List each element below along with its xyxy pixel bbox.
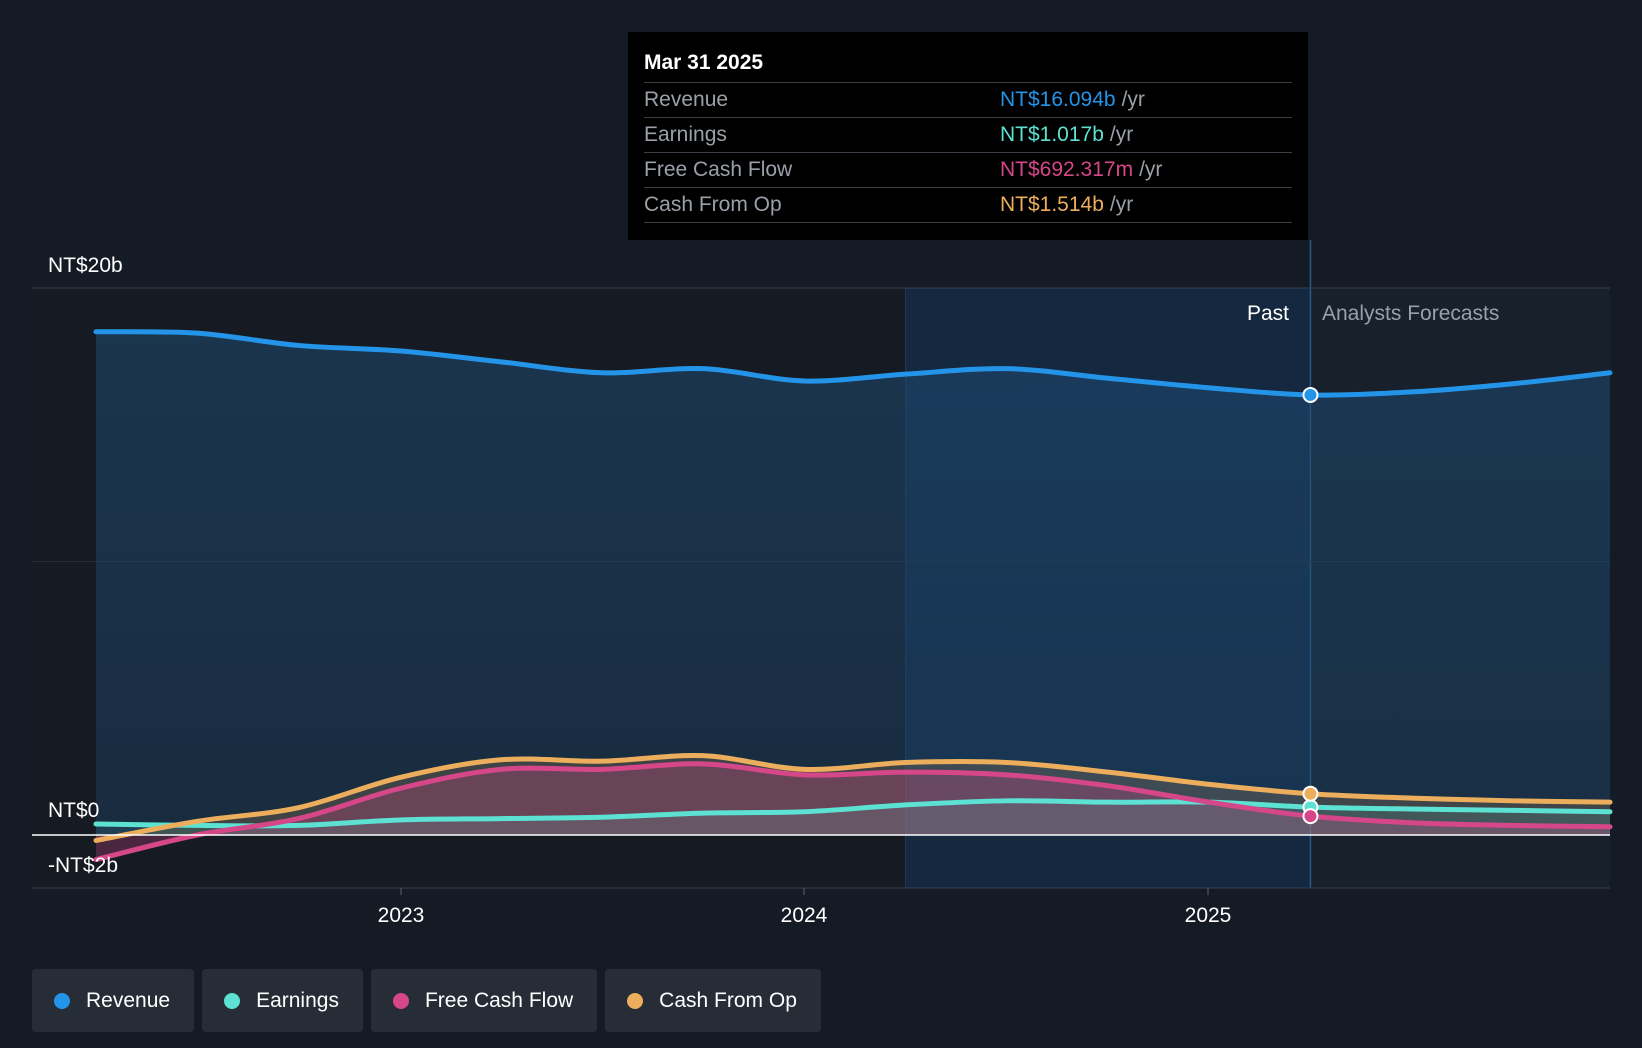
tooltip-value: NT$692.317m: [1000, 158, 1134, 181]
tooltip-row-free-cash-flow: Free Cash Flow NT$692.317m /yr: [644, 153, 1292, 188]
revenue-point: [1302, 386, 1319, 403]
free-cash-flow-line: [93, 761, 1613, 863]
free-cash-flow-area: [96, 763, 1610, 860]
tooltip-row-revenue: Revenue NT$16.094b /yr: [644, 83, 1292, 118]
earnings-area: [96, 800, 1610, 835]
free-cash-flow-dot-icon: [392, 992, 409, 1009]
tooltip-value: NT$16.094b: [1000, 88, 1116, 111]
past-label: Past: [1247, 302, 1289, 325]
tooltip-value: NT$1.017b: [1000, 123, 1104, 146]
revenue-line: [93, 329, 1613, 398]
cash-from-op-line: [93, 752, 1613, 843]
tooltip-unit: /yr: [1121, 88, 1145, 111]
cash-from-op-dot-icon: [627, 992, 644, 1009]
legend-item-earnings[interactable]: Earnings: [202, 969, 363, 1032]
tooltip-value: NT$1.514b: [1000, 193, 1104, 216]
y-tick-label-0: NT$20b: [48, 254, 123, 277]
tooltip-unit: /yr: [1109, 123, 1134, 146]
tooltip-label: Cash From Op: [644, 193, 782, 216]
tooltip-row-earnings: Earnings NT$1.017b /yr: [644, 118, 1292, 153]
tooltip-date: Mar 31 2025: [644, 44, 1292, 83]
cash-from-op-point: [1302, 785, 1319, 802]
legend-item-cash-from-op[interactable]: Cash From Op: [605, 969, 821, 1032]
tooltip-unit: /yr: [1109, 193, 1134, 216]
earnings-line: [93, 798, 1613, 829]
forecast-label: Analysts Forecasts: [1322, 302, 1499, 325]
revenue-area: [96, 331, 1610, 835]
tooltip-label: Earnings: [644, 123, 727, 146]
y-tick-label-2: -NT$2b: [48, 854, 118, 877]
legend-item-free-cash-flow[interactable]: Free Cash Flow: [370, 969, 598, 1032]
y-tick-label-1: NT$0: [48, 799, 99, 822]
legend: Revenue Earnings Free Cash Flow Cash Fro…: [32, 969, 821, 1032]
tooltip-label: Revenue: [644, 88, 729, 111]
legend-label: Cash From Op: [659, 988, 797, 1012]
legend-item-revenue[interactable]: Revenue: [32, 969, 195, 1032]
legend-label: Earnings: [256, 988, 339, 1012]
tooltip-row-cash-from-op: Cash From Op NT$1.514b /yr: [644, 188, 1292, 223]
tooltip-unit: /yr: [1139, 158, 1163, 181]
earnings-dot-icon: [224, 992, 241, 1009]
legend-label: Revenue: [86, 988, 171, 1012]
legend-label: Free Cash Flow: [424, 988, 574, 1012]
x-tick-label-2025: 2025: [1185, 904, 1232, 927]
x-tick-label-2023: 2023: [378, 904, 425, 927]
x-tick-label-2024: 2024: [781, 904, 828, 927]
tooltip-label: Free Cash Flow: [644, 158, 793, 181]
revenue-dot-icon: [54, 992, 70, 1009]
tooltip: Mar 31 2025 Revenue NT$16.094b /yr Earni…: [628, 32, 1308, 240]
free-cash-flow-point: [1302, 808, 1319, 825]
